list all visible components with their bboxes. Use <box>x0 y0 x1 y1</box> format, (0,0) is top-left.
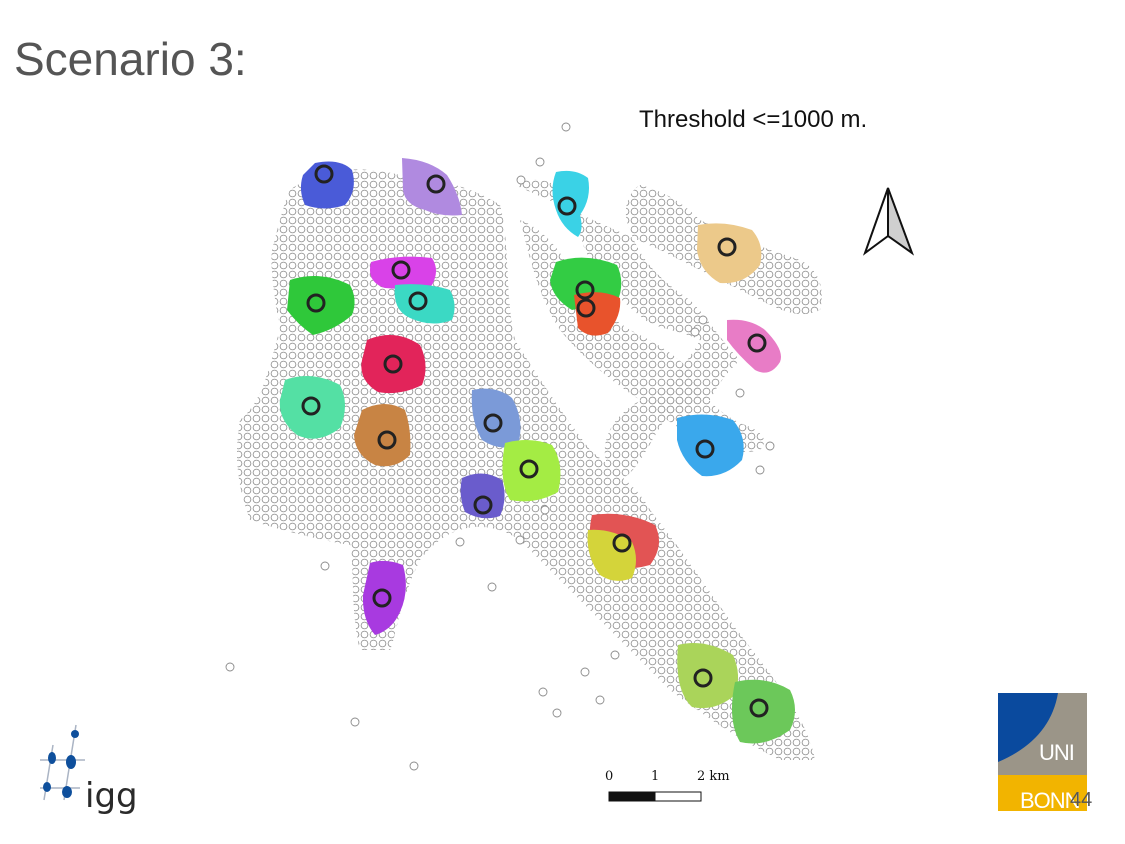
center-marker <box>377 430 397 450</box>
uni-logo-text: UNI <box>1039 740 1075 765</box>
center-marker <box>306 293 326 313</box>
center-marker <box>473 495 493 515</box>
center-marker <box>372 588 392 608</box>
center-marker <box>383 354 403 374</box>
center-marker <box>749 698 769 718</box>
center-marker <box>314 164 334 184</box>
cluster-green-w <box>287 276 355 335</box>
cluster-cyan-n <box>552 170 589 237</box>
scale-label-1: 1 <box>651 769 660 784</box>
center-marker <box>391 260 411 280</box>
center-marker <box>693 668 713 688</box>
cluster-pink-e <box>727 319 781 373</box>
igg-logo-text: igg <box>85 776 138 816</box>
clusters <box>279 158 795 744</box>
center-marker <box>408 291 428 311</box>
cluster-mint <box>279 376 345 439</box>
center-marker <box>557 196 577 216</box>
center-marker <box>747 333 767 353</box>
scale-label-2km: 2 km <box>697 769 730 784</box>
threshold-label: Threshold <=1000 m. <box>639 106 868 133</box>
scattered-points <box>225 122 775 771</box>
center-marker <box>426 174 446 194</box>
center-marker <box>301 396 321 416</box>
cluster-green-s <box>731 679 795 744</box>
north-arrow-icon <box>862 187 915 256</box>
center-marker <box>519 459 539 479</box>
base-region-river-bank <box>520 220 765 452</box>
center-marker <box>695 439 715 459</box>
cluster-skyblue-e <box>677 414 744 477</box>
cluster-yellow-se <box>587 529 636 581</box>
igg-logo-icon <box>40 724 85 801</box>
center-marker <box>483 413 503 433</box>
scale-label-0: 0 <box>605 769 614 784</box>
cluster-centers <box>301 164 769 718</box>
scale-bar <box>608 791 702 802</box>
center-marker <box>612 533 632 553</box>
page-number: 44 <box>1070 789 1093 811</box>
cluster-magenta <box>369 256 437 289</box>
cluster-blue-nw <box>300 161 354 209</box>
cluster-steelblue <box>471 388 521 448</box>
cluster-crimson <box>361 335 426 394</box>
center-marker <box>576 298 596 318</box>
cluster-lime <box>502 439 561 502</box>
cluster-orange-red <box>574 292 621 336</box>
slide-title: Scenario 3: <box>14 33 247 85</box>
cluster-purple-s <box>362 560 406 635</box>
center-marker <box>575 280 595 300</box>
center-marker <box>717 237 737 257</box>
cluster-lavender-n <box>402 158 462 216</box>
bonn-logo-text: BONN <box>1020 788 1081 813</box>
uni-bonn-logo-icon <box>998 693 1087 811</box>
cluster-olive-s <box>677 642 739 709</box>
